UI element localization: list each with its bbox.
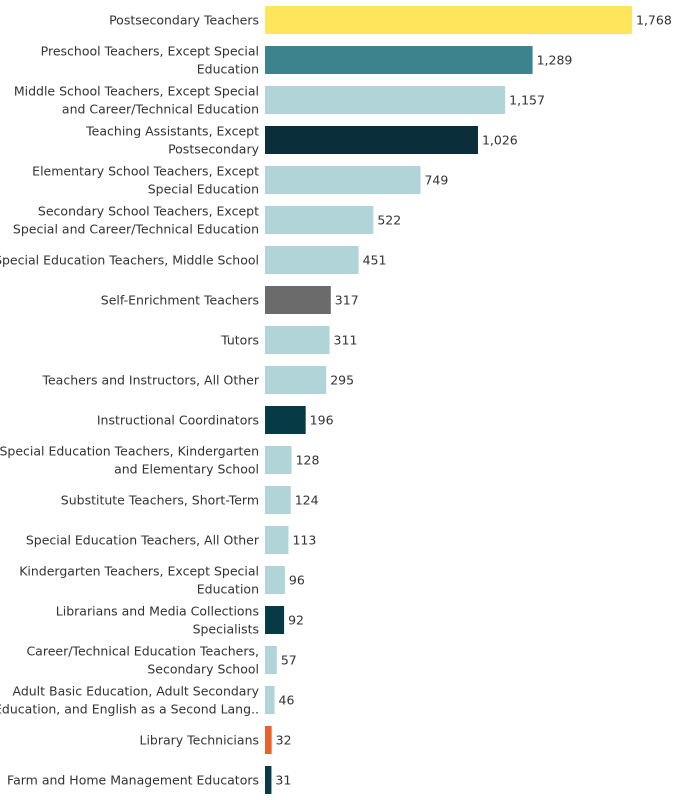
bar-15[interactable] [265, 606, 285, 634]
bar-12[interactable] [265, 486, 291, 514]
category-label-15-line-1: Specialists [193, 622, 259, 637]
value-label-16: 57 [281, 653, 297, 668]
category-label-4-line-1: Special Education [148, 182, 259, 197]
bar-3[interactable] [265, 126, 478, 154]
value-label-13: 113 [292, 533, 316, 548]
bar-14[interactable] [265, 566, 285, 594]
category-label-14-line-1: Education [197, 582, 259, 597]
bar-2[interactable] [265, 86, 506, 114]
category-label-12: Substitute Teachers, Short-Term [61, 493, 259, 508]
category-label-3-line-0: Teaching Assistants, Except [85, 124, 259, 139]
value-label-8: 311 [334, 333, 358, 348]
category-label-9: Teachers and Instructors, All Other [41, 373, 259, 388]
value-label-2: 1,157 [509, 93, 545, 108]
value-label-12: 124 [295, 493, 319, 508]
category-label-7: Self-Enrichment Teachers [101, 293, 259, 308]
bar-6[interactable] [265, 246, 359, 274]
value-label-7: 317 [335, 293, 359, 308]
bar-5[interactable] [265, 206, 374, 234]
value-label-9: 295 [330, 373, 354, 388]
bar-4[interactable] [265, 166, 421, 194]
bar-1[interactable] [265, 46, 533, 74]
bar-10[interactable] [265, 406, 306, 434]
category-label-4-line-0: Elementary School Teachers, Except [32, 164, 259, 179]
value-label-14: 96 [289, 573, 305, 588]
value-label-11: 128 [296, 453, 320, 468]
bar-0[interactable] [265, 6, 632, 34]
bar-17[interactable] [265, 686, 275, 714]
value-label-18: 32 [276, 733, 292, 748]
value-label-17: 46 [279, 693, 295, 708]
bar-7[interactable] [265, 286, 331, 314]
category-label-6: Special Education Teachers, Middle Schoo… [0, 253, 259, 268]
category-label-11-line-0: Special Education Teachers, Kindergarten [0, 444, 259, 459]
category-label-10: Instructional Coordinators [97, 413, 259, 428]
category-label-1-line-1: Education [197, 62, 259, 77]
category-label-11-line-1: and Elementary School [114, 462, 259, 477]
value-label-15: 92 [288, 613, 304, 628]
value-label-5: 522 [377, 213, 401, 228]
category-label-1-line-0: Preschool Teachers, Except Special [41, 44, 259, 59]
category-label-0: Postsecondary Teachers [109, 13, 259, 28]
category-label-8: Tutors [220, 333, 259, 348]
category-label-17-line-1: Education, and English as a Second Lang.… [0, 702, 259, 717]
bar-19[interactable] [265, 766, 272, 794]
category-label-5-line-1: Special and Career/Technical Education [13, 222, 259, 237]
bar-13[interactable] [265, 526, 289, 554]
category-label-16-line-1: Secondary School [147, 662, 259, 677]
category-label-2-line-1: and Career/Technical Education [62, 102, 259, 117]
value-label-19: 31 [275, 773, 291, 788]
category-label-15-line-0: Librarians and Media Collections [56, 604, 259, 619]
category-label-19: Farm and Home Management Educators [7, 773, 259, 788]
bar-11[interactable] [265, 446, 292, 474]
value-label-1: 1,289 [537, 53, 573, 68]
category-label-17-line-0: Adult Basic Education, Adult Secondary [12, 684, 259, 699]
value-label-4: 749 [424, 173, 448, 188]
bar-8[interactable] [265, 326, 330, 354]
bar-18[interactable] [265, 726, 272, 754]
value-label-3: 1,026 [482, 133, 518, 148]
category-label-3-line-1: Postsecondary [168, 142, 260, 157]
bar-16[interactable] [265, 646, 277, 674]
category-label-2-line-0: Middle School Teachers, Except Special [14, 84, 259, 99]
value-label-10: 196 [310, 413, 334, 428]
category-label-16-line-0: Career/Technical Education Teachers, [26, 644, 259, 659]
value-label-6: 451 [363, 253, 387, 268]
category-label-13: Special Education Teachers, All Other [26, 533, 260, 548]
category-label-14-line-0: Kindergarten Teachers, Except Special [19, 564, 259, 579]
bar-9[interactable] [265, 366, 327, 394]
category-label-5-line-0: Secondary School Teachers, Except [38, 204, 259, 219]
category-label-18: Library Technicians [139, 733, 259, 748]
value-label-0: 1,768 [636, 13, 672, 28]
